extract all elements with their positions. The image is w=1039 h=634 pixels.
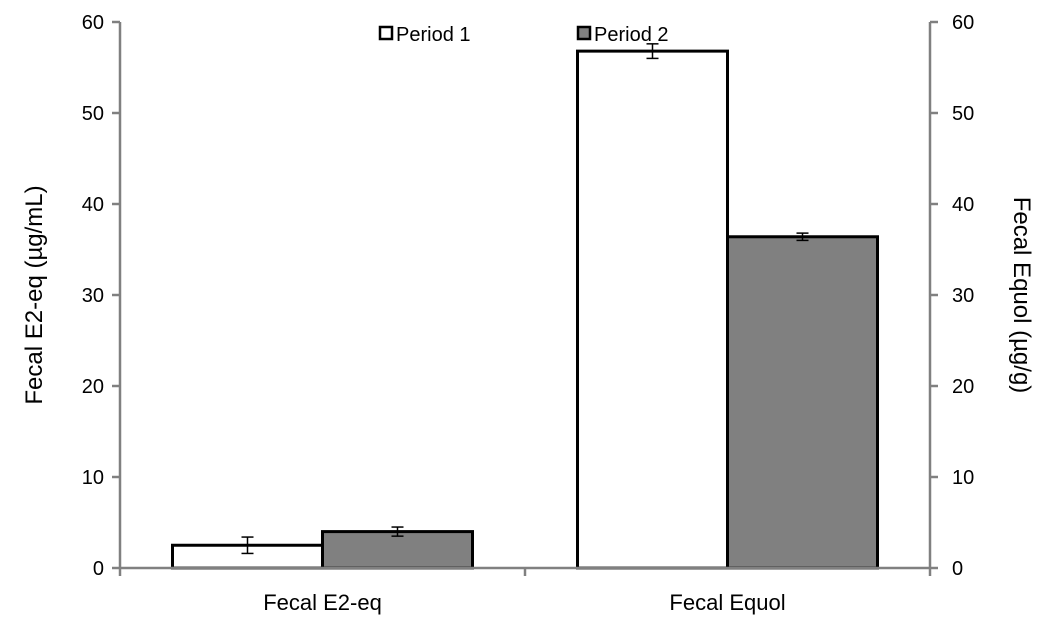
y-tick-label-6: 60 xyxy=(82,12,104,34)
error-bar-1-1 xyxy=(796,232,809,242)
y2-axis-title: Fecal Equol (µg/g) xyxy=(1008,197,1035,394)
legend: Period 1 Period 2 xyxy=(378,24,669,46)
y-tick-label-4: 40 xyxy=(82,194,104,216)
legend-swatch-0 xyxy=(378,25,394,41)
y-axis-title: Fecal E2-eq (µg/mL) xyxy=(21,185,48,404)
bars-layer xyxy=(171,43,879,570)
error-bar-0-1 xyxy=(646,43,659,60)
x-tick-label-1: Fecal Equol xyxy=(669,590,785,615)
y-tick-label-3: 30 xyxy=(82,285,104,307)
y2-tick-label-2: 20 xyxy=(952,376,974,398)
legend-swatch-1 xyxy=(576,25,592,41)
bar-0-1 xyxy=(576,49,729,570)
y-tick-label-2: 20 xyxy=(82,376,104,398)
legend-item-1: Period 2 xyxy=(576,24,669,46)
y2-tick-label-5: 50 xyxy=(952,103,974,125)
y2-tick-label-4: 40 xyxy=(952,194,974,216)
error-bar-1-0 xyxy=(391,526,404,537)
y2-tick-label-6: 60 xyxy=(952,12,974,34)
y-tick-label-0: 0 xyxy=(93,558,104,580)
y2-tick-label-0: 0 xyxy=(952,558,963,580)
y-tick-label-5: 50 xyxy=(82,103,104,125)
legend-item-0: Period 1 xyxy=(378,24,471,46)
legend-label-0: Period 1 xyxy=(396,24,471,46)
axes-layer: Fecal E2-eq Fecal Equol 0 0 10 10 20 20 30 30 40 40… xyxy=(82,12,975,615)
bar-1-0 xyxy=(321,530,474,570)
y2-tick-label-3: 30 xyxy=(952,285,974,307)
y2-tick-label-1: 10 xyxy=(952,467,974,489)
error-bar-0-0 xyxy=(241,536,254,555)
y-tick-label-1: 10 xyxy=(82,467,104,489)
x-tick-label-0: Fecal E2-eq xyxy=(263,590,382,615)
bar-1-1 xyxy=(726,235,879,570)
legend-label-1: Period 2 xyxy=(594,24,669,46)
